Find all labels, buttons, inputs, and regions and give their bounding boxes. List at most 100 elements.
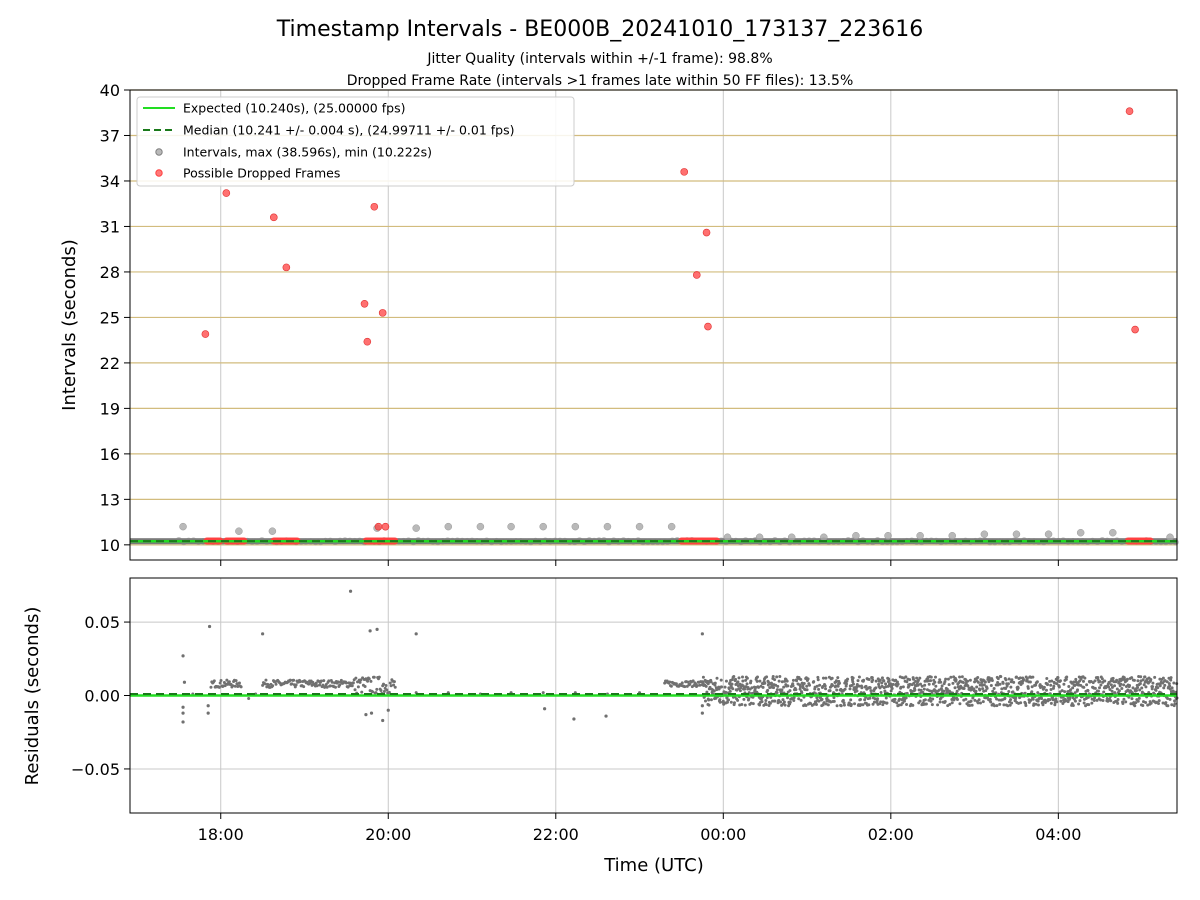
residual-point (327, 679, 331, 683)
residual-point (1109, 699, 1113, 703)
residual-point (918, 676, 922, 680)
top-y-tick-label: 28 (100, 263, 120, 282)
residual-point (996, 680, 1000, 684)
residual-point (720, 685, 724, 689)
residual-point (853, 702, 857, 706)
interval-point (1166, 533, 1174, 542)
residual-point (782, 700, 786, 704)
residual-point (1018, 696, 1022, 700)
residual-point (1136, 679, 1140, 683)
residual-outlier-point (182, 680, 187, 684)
residual-point (915, 676, 919, 680)
residual-point (816, 678, 820, 682)
residual-point (718, 700, 722, 704)
residual-point (1115, 687, 1119, 691)
residual-point (776, 684, 780, 688)
residual-point (867, 703, 871, 707)
interval-point (948, 531, 956, 540)
residual-point (980, 681, 984, 685)
residual-point (918, 699, 922, 703)
residual-point (842, 703, 846, 707)
residual-point (1044, 688, 1048, 692)
residual-point (809, 701, 813, 705)
residual-point (895, 701, 899, 705)
residual-point (846, 677, 850, 681)
residual-point (946, 677, 950, 681)
residual-point (1124, 700, 1128, 704)
residual-point (864, 684, 868, 688)
residual-point (1004, 678, 1008, 682)
dropped-frame-point (381, 522, 390, 531)
residual-point (225, 678, 229, 682)
residual-point (354, 676, 358, 680)
residual-point (1025, 677, 1029, 681)
residual-point (977, 698, 981, 702)
residual-point (756, 675, 760, 679)
residual-point (851, 680, 855, 684)
bottom-plot-marks (130, 589, 1179, 724)
residual-point (1093, 679, 1097, 683)
residual-point (724, 690, 728, 694)
residual-point (1119, 682, 1123, 686)
residual-point (922, 687, 926, 691)
residual-point (1096, 689, 1100, 693)
residual-point (964, 697, 968, 701)
residual-outlier-point (604, 714, 608, 718)
residual-point (898, 697, 902, 701)
residual-point (799, 678, 803, 682)
residual-point (1035, 680, 1039, 684)
residual-point (393, 685, 397, 689)
residual-point (379, 689, 383, 693)
residual-point (987, 676, 991, 680)
residual-point (1168, 684, 1172, 688)
dropped-frame-point (692, 271, 701, 279)
residual-point (1149, 678, 1153, 682)
residual-point (858, 697, 862, 701)
residual-point (1019, 701, 1023, 705)
residual-point (885, 701, 889, 705)
residual-point (712, 689, 716, 693)
residual-point (824, 687, 828, 691)
dropped-frame-point (222, 189, 231, 197)
residual-point (970, 685, 974, 689)
residual-point (929, 675, 933, 679)
residual-point (976, 680, 980, 684)
residual-point (1083, 676, 1087, 680)
residual-point (695, 684, 699, 688)
residual-point (219, 678, 223, 682)
residual-point (1136, 699, 1140, 703)
residual-point (1099, 683, 1103, 687)
residual-point (669, 684, 673, 688)
residual-point (1131, 686, 1135, 690)
top-y-axis: 10 13 16 19 22 25 28 31 34 37 40 (100, 81, 130, 555)
residual-point (979, 701, 983, 705)
residual-outlier-point (206, 711, 210, 715)
residual-point (767, 703, 771, 707)
residual-point (1130, 697, 1134, 701)
residual-point (769, 681, 773, 685)
residual-point (953, 686, 957, 690)
residual-point (890, 686, 894, 690)
residual-point (788, 689, 792, 693)
top-plot-marks (130, 107, 1179, 546)
residual-point (814, 702, 818, 706)
residual-point (747, 697, 751, 701)
interval-point (755, 533, 764, 542)
residual-point (384, 684, 388, 688)
dropped-frame-point (702, 228, 711, 237)
residual-point (931, 697, 935, 701)
residual-point (1173, 699, 1177, 703)
residual-point (1163, 683, 1167, 687)
residual-point (1050, 679, 1054, 683)
top-y-tick-label: 31 (100, 217, 120, 236)
residual-point (990, 679, 994, 683)
legend-dropped-label: Possible Dropped Frames (183, 166, 340, 181)
residual-point (1009, 685, 1013, 689)
dropped-frame-point (680, 168, 689, 176)
residual-point (302, 685, 306, 689)
interval-point (787, 533, 796, 542)
chart-legend: Expected (10.240s), (25.00000 fps) Media… (136, 96, 575, 187)
residual-point (859, 703, 863, 707)
residual-point (1013, 698, 1017, 702)
dropped-frame-point (360, 299, 369, 308)
